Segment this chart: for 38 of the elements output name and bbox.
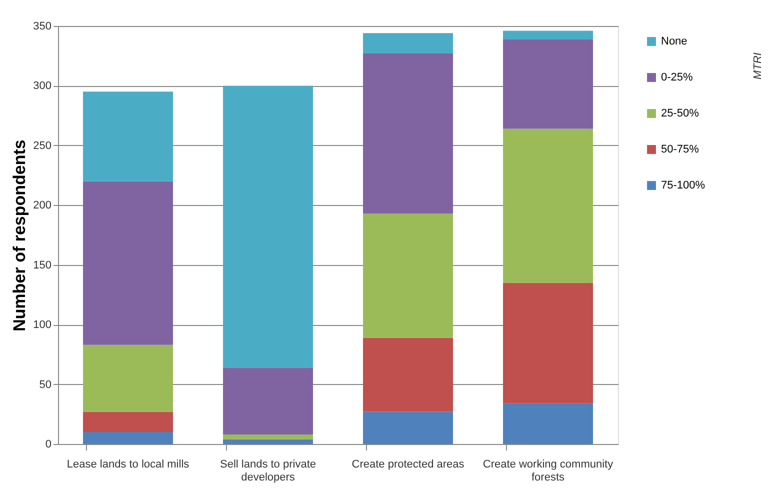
bar [363, 412, 453, 444]
bar [223, 434, 313, 440]
bar [83, 92, 173, 182]
bar [83, 432, 173, 444]
y-tick-label: 200 [33, 200, 52, 212]
bar [223, 368, 313, 434]
y-tick-label: 150 [33, 259, 52, 272]
bar [83, 412, 173, 432]
y-tick-label: 50 [39, 378, 52, 391]
bar [503, 128, 593, 283]
bar [363, 338, 453, 412]
x-tick-label: Create protected areas [352, 458, 465, 470]
x-tick-label: Create working community forests [482, 458, 614, 484]
bar [503, 30, 593, 40]
y-tick-label: 100 [33, 319, 52, 332]
x-tick-label: Sell lands to private developers [220, 458, 316, 484]
bar [223, 439, 313, 444]
y-tick-label: 0 [45, 438, 52, 450]
bar [503, 403, 593, 444]
legend-label: 50-75% [661, 144, 700, 156]
bar [503, 39, 593, 129]
y-tick-label: 350 [33, 20, 52, 32]
legend-label: 0-25% [661, 72, 694, 84]
y-axis-title: Number of respondents [10, 140, 30, 332]
bar [503, 282, 593, 404]
y-tick-label: 250 [33, 140, 52, 152]
legend-label: 75-100% [661, 180, 706, 192]
y-tick-label: 300 [33, 80, 52, 92]
legend-label: 25-50% [661, 108, 700, 120]
bar [83, 344, 173, 412]
bar [223, 86, 313, 368]
legend-label: None [661, 36, 688, 48]
bar [363, 214, 453, 338]
bar [363, 53, 453, 214]
bar [363, 33, 453, 54]
bar [83, 181, 173, 345]
text: MTRI [752, 52, 764, 80]
x-tick-label: Lease lands to local mills [66, 458, 190, 470]
